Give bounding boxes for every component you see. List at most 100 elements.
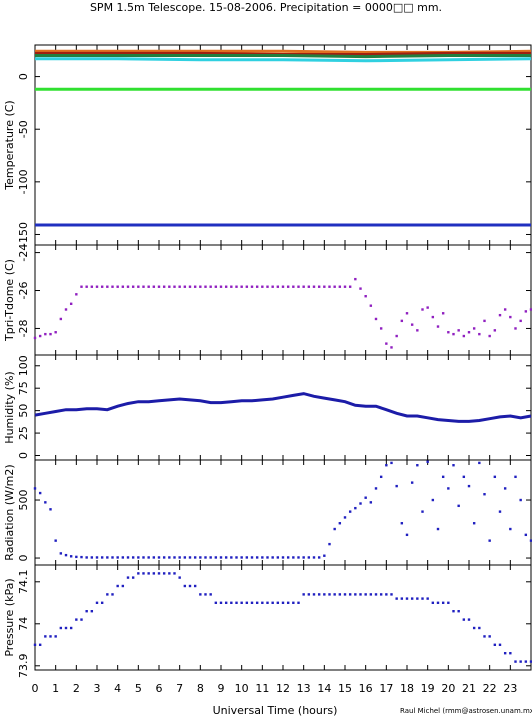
chart-title: SPM 1.5m Telescope. 15-08-2006. Precipit… xyxy=(90,1,442,14)
point xyxy=(245,285,249,288)
point xyxy=(333,285,336,288)
x-axis-label: Universal Time (hours) xyxy=(213,704,338,717)
point xyxy=(147,572,150,575)
point xyxy=(302,556,305,559)
point xyxy=(131,576,135,579)
credit: Raul Michel (rmm@astrosen.unam.mx) xyxy=(400,707,532,715)
point xyxy=(126,285,130,288)
point xyxy=(312,593,316,596)
point xyxy=(106,556,109,559)
point xyxy=(106,593,109,596)
point xyxy=(390,461,393,465)
point xyxy=(111,556,114,559)
point xyxy=(121,285,125,288)
point xyxy=(519,498,522,502)
point xyxy=(59,552,63,555)
point xyxy=(255,556,259,559)
point xyxy=(359,593,362,596)
point xyxy=(524,533,528,537)
point xyxy=(214,556,218,559)
point xyxy=(224,556,228,559)
point xyxy=(307,556,311,559)
x-tick-label: 9 xyxy=(218,682,225,695)
plot-frame xyxy=(34,244,532,356)
y-tick-label: 500 xyxy=(17,490,30,511)
point xyxy=(333,593,336,596)
point xyxy=(64,308,68,311)
x-tick-label: 2 xyxy=(73,682,80,695)
y-tick-label: 0 xyxy=(17,452,30,459)
point xyxy=(230,601,233,604)
point xyxy=(447,487,450,490)
y-tick-label: 0 xyxy=(17,555,30,562)
point xyxy=(400,597,404,600)
y-axis-label: Pressure (kPa) xyxy=(3,578,16,656)
point xyxy=(116,584,119,588)
point xyxy=(75,618,78,621)
point xyxy=(85,556,88,559)
point xyxy=(266,556,269,559)
x-tick-label: 22 xyxy=(483,682,497,695)
series-line xyxy=(34,392,532,423)
point xyxy=(421,510,424,513)
point xyxy=(400,522,404,525)
point xyxy=(364,295,367,298)
point xyxy=(421,308,424,311)
point xyxy=(498,313,502,317)
point xyxy=(261,556,264,559)
point xyxy=(333,527,336,531)
point xyxy=(219,285,223,288)
point xyxy=(126,556,130,559)
point xyxy=(467,484,471,488)
point xyxy=(457,610,460,613)
point xyxy=(224,601,228,604)
point xyxy=(199,556,202,559)
point xyxy=(281,601,285,604)
point xyxy=(162,285,166,288)
point xyxy=(245,556,249,559)
point xyxy=(157,556,161,559)
point xyxy=(364,496,367,499)
point xyxy=(359,287,362,290)
y-axis-label: Humidity (%) xyxy=(3,371,16,443)
point xyxy=(385,464,388,467)
point xyxy=(379,327,383,330)
x-tick-label: 23 xyxy=(503,682,517,695)
point xyxy=(488,635,491,638)
point xyxy=(472,327,476,330)
y-tick-label: -100 xyxy=(17,169,30,194)
point xyxy=(250,285,254,288)
point xyxy=(178,285,181,288)
point xyxy=(106,285,109,288)
point xyxy=(69,555,73,558)
point xyxy=(312,556,316,559)
point xyxy=(137,556,140,559)
point xyxy=(214,601,218,604)
point xyxy=(33,336,37,340)
point xyxy=(390,346,393,349)
y-tick-label: 25 xyxy=(17,426,30,440)
point xyxy=(168,556,171,559)
point xyxy=(261,601,264,604)
point xyxy=(379,593,383,596)
point xyxy=(452,610,455,613)
point xyxy=(255,285,259,288)
point xyxy=(410,481,414,484)
point xyxy=(193,584,197,588)
y-tick-label: -50 xyxy=(17,120,30,138)
point xyxy=(441,601,445,604)
point xyxy=(503,308,507,311)
x-tick-label: 15 xyxy=(338,682,352,695)
point xyxy=(395,334,398,338)
point xyxy=(426,597,429,600)
point xyxy=(64,626,68,630)
point xyxy=(421,597,424,600)
point xyxy=(498,643,502,646)
point xyxy=(188,584,192,588)
point xyxy=(317,556,321,559)
point xyxy=(385,593,388,596)
point xyxy=(142,285,145,288)
point xyxy=(312,285,316,288)
point xyxy=(369,304,373,307)
point xyxy=(219,601,223,604)
